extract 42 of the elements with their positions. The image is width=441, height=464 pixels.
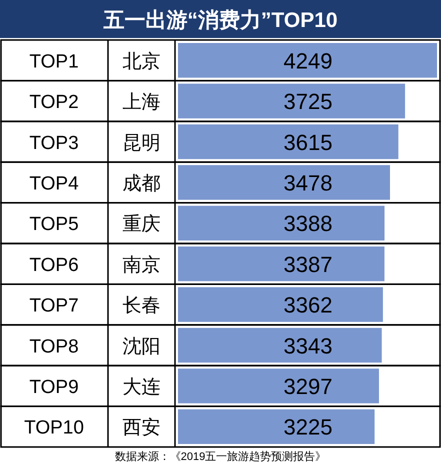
text: TOP4 [29,173,80,194]
data-label: 3725 [284,89,332,114]
data-label: 3478 [284,170,332,196]
text: TOP1 [29,51,79,72]
bar [178,124,398,160]
bar [178,246,384,282]
data-label: 3615 [284,130,332,155]
bar [178,328,382,363]
text: TOP10 [24,418,84,439]
y-tick-label: 上海 [122,92,160,114]
text: TOP9 [29,376,79,398]
y-tick-label: 长春 [122,296,160,317]
text: TOP2 [29,92,79,114]
data-label: 3343 [284,333,332,358]
text: TOP7 [29,296,79,317]
chart-title: 五一出游“消费力”TOP10 [102,9,338,32]
bar [178,84,406,118]
bar [178,43,437,78]
text: TOP8 [29,336,79,358]
bar [178,165,390,200]
bar [178,368,379,404]
text: TOP3 [29,132,79,154]
y-tick-label: 大连 [122,376,160,398]
data-label: 3387 [284,252,332,277]
y-tick-label: 沈阳 [122,336,160,358]
bar [178,409,375,444]
y-tick-label: 南京 [122,254,160,276]
y-tick-label: 西安 [122,416,160,439]
text: TOP5 [29,214,79,236]
data-label: 3362 [284,292,332,318]
bar [178,287,383,322]
text: TOP6 [29,254,79,276]
data-label: 3388 [284,211,332,236]
data-label: 3297 [284,374,332,399]
y-tick-label: 北京 [122,50,160,72]
y-tick-label: 昆明 [122,132,160,154]
source-note: 数据来源：《2019五一旅游趋势预测报告》 [114,450,326,463]
bar [178,206,385,240]
data-label: 3225 [284,414,332,440]
y-tick-label: 重庆 [122,213,160,236]
data-label: 4249 [284,48,332,74]
y-tick-label: 成都 [122,173,160,194]
